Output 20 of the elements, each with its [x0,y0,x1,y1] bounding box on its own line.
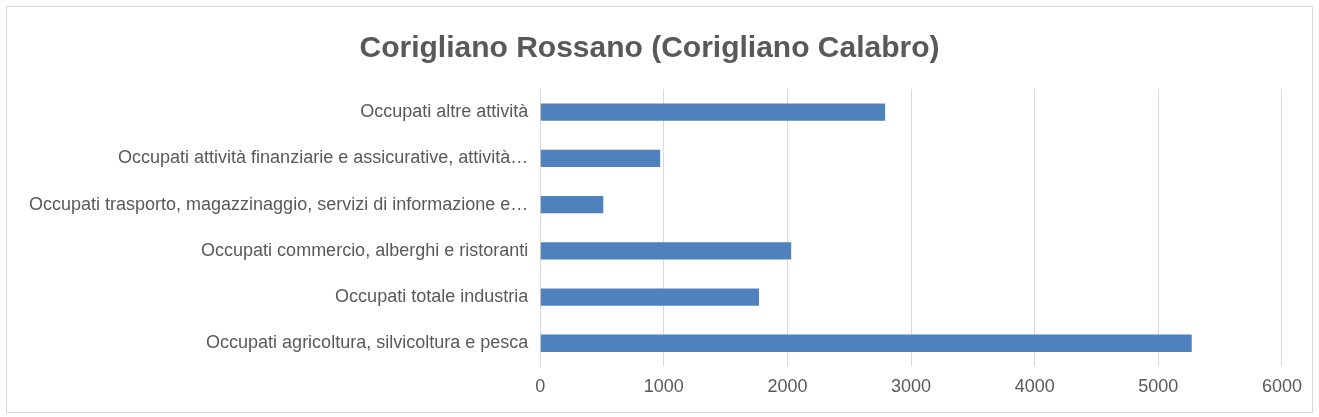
x-tick-label: 5000 [1138,376,1179,397]
x-tick-label: 0 [535,376,546,397]
bar [540,334,1192,352]
x-tick-label: 3000 [891,376,932,397]
y-tick-label: Occupati trasporto, magazzinaggio, servizi di informazione e… [28,193,529,214]
x-tick-label: 1000 [643,376,684,397]
x-tick-label: 4000 [1014,376,1055,397]
bar [540,195,604,214]
bar [540,149,661,168]
bar [540,288,760,306]
chart-title: Corigliano Rossano (Corigliano Calabro) [359,30,940,64]
bar [540,242,792,260]
bar [540,103,886,121]
x-tick-label: 6000 [1261,376,1302,397]
y-tick-label: Occupati totale industria [335,286,530,307]
y-tick-label: Occupati attività finanziarie e assicurative, attività… [118,147,529,168]
x-tick-label: 2000 [767,376,808,397]
y-tick-label: Occupati altre attività [360,101,530,122]
y-tick-label: Occupati commercio, alberghi e ristoranti [201,239,529,260]
y-tick-label: Occupati agricoltura, silvicoltura e pesca [206,332,530,353]
